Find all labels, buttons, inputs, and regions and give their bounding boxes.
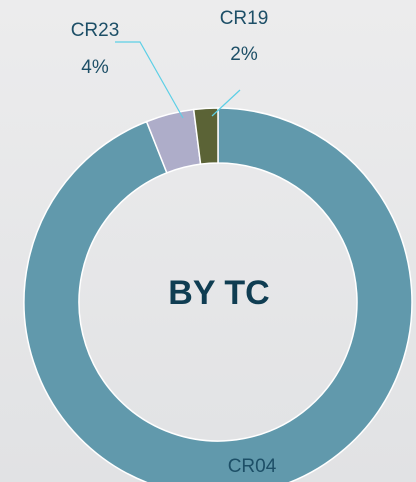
leader-line — [211, 89, 241, 117]
slice-value: 4% — [81, 57, 109, 78]
slice-label: CR19 — [220, 8, 269, 29]
slice-label: CR23 — [71, 20, 120, 41]
slice-label: CR04 — [228, 456, 277, 477]
leader-line — [115, 41, 184, 119]
chart-title: BY TC — [168, 274, 269, 312]
slice-value: 2% — [230, 44, 258, 65]
slice — [23, 107, 413, 482]
slice — [192, 107, 219, 165]
